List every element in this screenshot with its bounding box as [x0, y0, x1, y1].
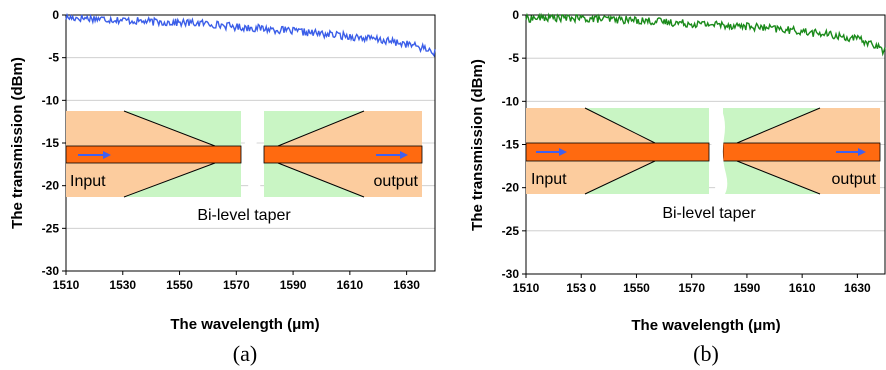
y-tick-label: -30 [42, 264, 60, 278]
y-tick-label: 0 [512, 8, 519, 22]
x-tick-label: 1570 [678, 281, 705, 295]
x-tick-label: 153 0 [566, 281, 596, 295]
input-arrow-icon [536, 148, 567, 156]
y-tick-label: -15 [42, 136, 60, 150]
y-tick-label: -20 [502, 181, 520, 195]
inset-waveguide-core [722, 142, 881, 162]
y-axis-label: The transmission (dBm) [9, 57, 26, 229]
x-axis-label: The wavelength (μm) [631, 317, 780, 334]
inset-input-label: Input [70, 173, 106, 190]
y-tick-label: -25 [502, 224, 520, 238]
y-tick-label: -30 [502, 267, 520, 281]
inset-output-label: output [832, 171, 877, 188]
x-tick-label: 1550 [623, 281, 650, 295]
x-tick-label: 1570 [223, 278, 250, 292]
input-arrow-icon [78, 151, 111, 159]
inset-input-label: Input [531, 171, 567, 188]
y-tick-label: -15 [502, 138, 520, 152]
inset-left-taper [585, 108, 709, 194]
inset-left-taper [124, 111, 241, 197]
inset-output-label: output [374, 173, 419, 190]
output-arrow-icon [376, 151, 408, 159]
inset-right-taper [264, 111, 364, 197]
inset-taper-edge [277, 162, 365, 198]
inset-caption: Bi-level taper [197, 207, 291, 224]
x-tick-label: 1510 [53, 278, 80, 292]
inset-gap-break [241, 111, 261, 197]
y-tick-label: -5 [508, 51, 519, 65]
inset-gap-break [709, 108, 728, 194]
taper-inset: Input output Bi-level taper [525, 107, 881, 222]
inset-caption: Bi-level taper [662, 205, 756, 222]
inset-waveguide-core [263, 145, 423, 164]
y-tick-label: -20 [42, 179, 60, 193]
x-tick-label: 1590 [280, 278, 307, 292]
panel-label: (a) [233, 341, 257, 366]
x-tick-label: 1630 [393, 278, 420, 292]
y-tick-label: -5 [48, 51, 59, 65]
x-tick-label: 1510 [513, 281, 540, 295]
inset-taper-edge [584, 107, 656, 144]
y-tick-label: 0 [52, 8, 59, 22]
inset-waveguide-core [525, 142, 710, 162]
taper-inset: Input output Bi-level taper [65, 110, 423, 224]
output-arrow-icon [836, 148, 866, 156]
y-tick-label: -10 [42, 93, 60, 107]
x-tick-label: 1610 [789, 281, 816, 295]
inset-waveguide-core [65, 145, 242, 164]
x-axis-label: The wavelength (μm) [170, 316, 319, 333]
x-tick-label: 1610 [336, 278, 363, 292]
series-line [65, 12, 436, 58]
chart-panel-a: 0 -5 -10 -15 -20 -25 -30 1510 1530 1550 1570 1590 1… [9, 8, 436, 366]
y-tick-label: -10 [502, 94, 520, 108]
inset-taper-edge [736, 160, 821, 195]
x-tick-label: 1630 [844, 281, 871, 295]
inset-taper-edge [123, 110, 216, 147]
panel-label: (b) [693, 341, 719, 366]
inset-taper-edge [123, 162, 216, 198]
x-tick-label: 1590 [734, 281, 761, 295]
inset-taper-edge [277, 110, 365, 147]
x-tick-label: 1550 [166, 278, 193, 292]
y-axis-label: The transmission (dBm) [469, 59, 486, 231]
inset-taper-edge [736, 107, 821, 144]
chart-panel-b: 0 -5 -10 -15 -20 -25 -30 1510 153 0 1550 1570 1590… [469, 8, 886, 366]
y-tick-label: -25 [42, 221, 60, 235]
inset-right-taper [723, 108, 820, 194]
series-line [525, 12, 886, 57]
x-tick-label: 1530 [109, 278, 136, 292]
inset-taper-edge [584, 160, 656, 195]
